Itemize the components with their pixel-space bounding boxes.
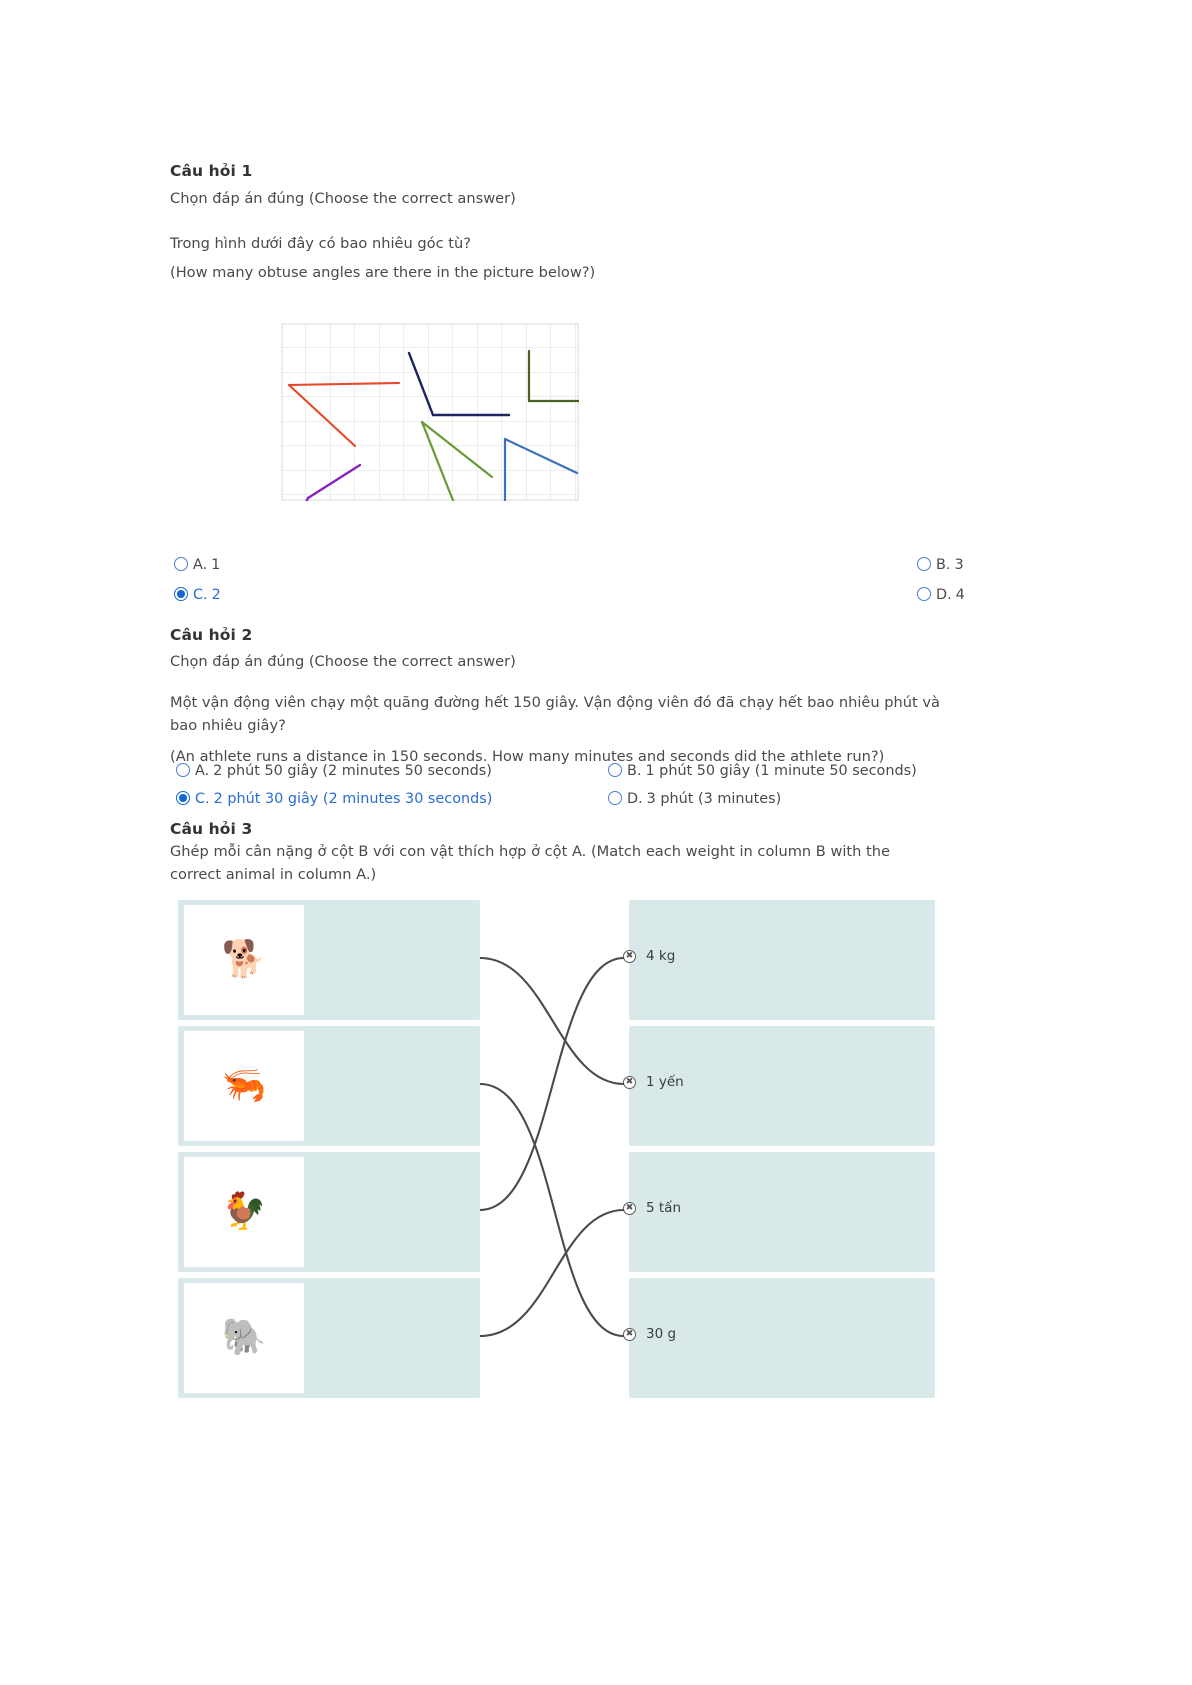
question-2-options-row-2: C. 2 phút 30 giây (2 minutes 30 seconds)… [176, 790, 996, 808]
connector-chicken-4kg [479, 956, 625, 1212]
option-letter: C. [193, 587, 208, 603]
red-angle-icon [287, 381, 401, 448]
option-text: 3 phút (3 minutes) [646, 791, 782, 807]
question-3-title-label: Câu hỏi [170, 820, 236, 838]
radio-icon[interactable] [917, 557, 931, 571]
column-a-item-elephant[interactable]: 🐘 [178, 1278, 480, 1398]
connector-node-icon[interactable]: ✖ [623, 1076, 636, 1089]
option-letter: A. [195, 763, 210, 779]
radio-icon[interactable] [608, 791, 622, 805]
question-1-title-label: Câu hỏi [170, 162, 236, 180]
connector-dog-1yen [479, 956, 625, 1086]
chicken-icon: 🐓 [184, 1157, 304, 1267]
question-1-instruction: Chọn đáp án đúng (Choose the correct ans… [170, 190, 516, 207]
question-2-prompt: Một vận động viên chạy một quãng đường h… [170, 692, 940, 769]
question-1-prompt-en: (How many obtuse angles are there in the… [170, 263, 596, 281]
option-text: 2 phút 50 giây (2 minutes 50 seconds) [213, 763, 492, 779]
option-text: 1 [211, 557, 221, 573]
question-2-title-number: 2 [241, 626, 253, 644]
question-2-block: Câu hỏi 2 Chọn đáp án đúng (Choose the c… [170, 626, 940, 769]
question-2-option-c[interactable]: C. 2 phút 30 giây (2 minutes 30 seconds) [176, 790, 608, 808]
column-b-item-1yen[interactable]: ✖ 1 yến [623, 1026, 935, 1146]
column-a-item-chicken[interactable]: 🐓 [178, 1152, 480, 1272]
radio-icon[interactable] [176, 791, 190, 805]
matching-exercise: 🐕 🦐 🐓 🐘 ✖ 4 kg ✖ 1 yến ✖ 5 tấn ✖ 30 g [178, 900, 935, 1398]
radio-icon[interactable] [174, 587, 188, 601]
column-b-item-5tan[interactable]: ✖ 5 tấn [623, 1152, 935, 1272]
question-2-options-row-1: A. 2 phút 50 giây (2 minutes 50 seconds)… [176, 762, 996, 780]
question-1-block: Câu hỏi 1 Chọn đáp án đúng (Choose the c… [170, 162, 990, 284]
question-2-title-label: Câu hỏi [170, 626, 236, 644]
radio-icon[interactable] [608, 763, 622, 777]
question-1-prompt-vi: Trong hình dưới đây có bao nhiêu góc tù? [170, 235, 471, 252]
option-letter: D. [936, 587, 952, 603]
question-1-option-b[interactable]: B. 3 [917, 556, 964, 574]
darkgreen-angle-icon [527, 349, 579, 403]
option-letter: A. [193, 557, 208, 573]
option-text: 2 phút 30 giây (2 minutes 30 seconds) [213, 791, 493, 807]
option-letter: C. [195, 791, 210, 807]
question-2-prompt-en: (An athlete runs a distance in 150 secon… [170, 748, 885, 766]
connector-elephant-5tan [479, 1208, 625, 1338]
column-b-label: 5 tấn [646, 1200, 682, 1216]
question-1-title: Câu hỏi 1 [170, 162, 990, 180]
shrimp-icon: 🦐 [184, 1031, 304, 1141]
question-2-option-b[interactable]: B. 1 phút 50 giây (1 minute 50 seconds) [608, 762, 996, 780]
option-letter: B. [936, 557, 951, 573]
option-text: 2 [211, 587, 221, 603]
option-text: 4 [955, 587, 965, 603]
blue-angle-icon [503, 437, 579, 501]
question-2-option-d[interactable]: D. 3 phút (3 minutes) [608, 790, 996, 808]
column-a-item-shrimp[interactable]: 🦐 [178, 1026, 480, 1146]
question-2-instruction: Chọn đáp án đúng (Choose the correct ans… [170, 653, 516, 670]
connector-shrimp-30g [479, 1082, 625, 1338]
question-3-title-number: 3 [241, 820, 253, 838]
radio-icon[interactable] [176, 763, 190, 777]
column-b-item-30g[interactable]: ✖ 30 g [623, 1278, 935, 1398]
elephant-icon: 🐘 [184, 1283, 304, 1393]
question-3-title: Câu hỏi 3 [170, 820, 252, 838]
option-letter: B. [627, 763, 642, 779]
option-text: 3 [954, 557, 964, 573]
dog-icon: 🐕 [184, 905, 304, 1015]
question-1-options-row-1: A. 1 B. 3 [174, 556, 994, 574]
question-3-instruction: Ghép mỗi cân nặng ở cột B với con vật th… [170, 843, 890, 883]
question-1-prompt: Trong hình dưới đây có bao nhiêu góc tù?… [170, 233, 990, 284]
question-1-option-d[interactable]: D. 4 [917, 586, 965, 604]
column-a-item-dog[interactable]: 🐕 [178, 900, 480, 1020]
green-angle-icon [420, 420, 494, 501]
question-2-title: Câu hỏi 2 [170, 626, 940, 644]
question-1-title-number: 1 [241, 162, 253, 180]
connector-node-icon[interactable]: ✖ [623, 950, 636, 963]
option-text: 1 phút 50 giây (1 minute 50 seconds) [645, 763, 917, 779]
option-letter: D. [627, 791, 643, 807]
question-2-prompt-vi: Một vận động viên chạy một quãng đường h… [170, 694, 940, 734]
radio-icon[interactable] [174, 557, 188, 571]
connector-node-icon[interactable]: ✖ [623, 1328, 636, 1341]
question-1-option-c[interactable]: C. 2 [174, 586, 584, 604]
column-b-item-4kg[interactable]: ✖ 4 kg [623, 900, 935, 1020]
radio-icon[interactable] [917, 587, 931, 601]
question-1-option-a[interactable]: A. 1 [174, 556, 584, 574]
column-b-label: 4 kg [646, 948, 676, 964]
navy-angle-icon [407, 351, 511, 417]
column-b-label: 30 g [646, 1326, 677, 1342]
connector-node-icon[interactable]: ✖ [623, 1202, 636, 1215]
question-2-option-a[interactable]: A. 2 phút 50 giây (2 minutes 50 seconds) [176, 762, 608, 780]
column-b-label: 1 yến [646, 1074, 684, 1090]
purple-angle-icon [305, 463, 362, 501]
angles-svg [281, 323, 579, 501]
obtuse-angles-figure [281, 323, 579, 501]
question-1-options-row-2: C. 2 D. 4 [174, 586, 994, 604]
